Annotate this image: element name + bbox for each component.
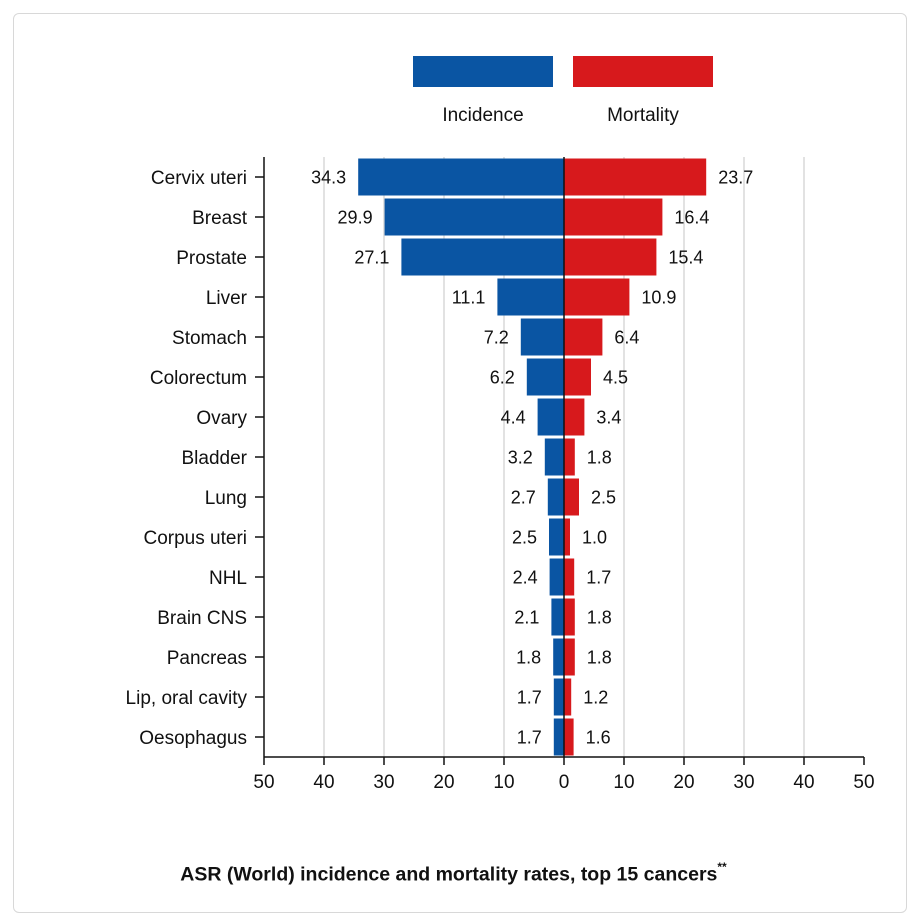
value-label-mortality: 1.2: [583, 688, 608, 708]
category-label: Ovary: [196, 408, 247, 429]
value-label-incidence: 3.2: [508, 448, 533, 468]
category-label: NHL: [209, 568, 247, 589]
category-label: Corpus uteri: [144, 528, 248, 549]
category-label: Oesophagus: [139, 728, 247, 749]
bar-mortality: [564, 638, 575, 676]
bar-incidence: [537, 398, 564, 436]
x-tick-label: 10: [493, 772, 514, 793]
value-label-mortality: 3.4: [596, 408, 621, 428]
category-label: Prostate: [176, 248, 247, 269]
x-tick-label: 50: [253, 772, 274, 793]
category-label: Lip, oral cavity: [126, 688, 248, 709]
bar-incidence: [553, 678, 564, 716]
legend-swatch-incidence: [413, 56, 553, 87]
x-tick-label: 10: [613, 772, 634, 793]
value-label-incidence: 2.7: [511, 488, 536, 508]
legend-swatch-mortality: [573, 56, 713, 87]
value-label-mortality: 1.8: [587, 608, 612, 628]
category-label: Liver: [206, 288, 248, 309]
value-label-incidence: 27.1: [354, 248, 389, 268]
bar-incidence: [549, 558, 564, 596]
bar-mortality: [564, 518, 570, 556]
x-tick-label: 30: [733, 772, 754, 793]
bar-mortality: [564, 238, 657, 276]
bar-incidence: [553, 638, 564, 676]
bar-incidence: [358, 158, 564, 196]
category-label: Bladder: [182, 448, 248, 469]
value-label-mortality: 1.7: [586, 568, 611, 588]
x-tick-label: 40: [793, 772, 814, 793]
value-label-mortality: 2.5: [591, 488, 616, 508]
value-label-mortality: 23.7: [718, 168, 753, 188]
chart-title-text: ASR (World) incidence and mortality rate…: [180, 863, 718, 886]
value-label-mortality: 1.8: [587, 648, 612, 668]
bar-mortality: [564, 598, 575, 636]
category-label: Cervix uteri: [151, 168, 247, 189]
x-tick-label: 40: [313, 772, 334, 793]
value-label-mortality: 6.4: [614, 328, 639, 348]
bar-incidence: [497, 278, 564, 316]
category-label: Pancreas: [167, 648, 247, 669]
value-label-incidence: 6.2: [490, 368, 515, 388]
bar-mortality: [564, 318, 603, 356]
category-label: Lung: [205, 488, 247, 509]
labels: 34.3 23.7 Cervix uteri 29.9 16.4 Breast 27.1 15…: [126, 168, 875, 794]
legend-label-mortality: Mortality: [607, 105, 679, 126]
value-label-mortality: 16.4: [674, 208, 709, 228]
bar-mortality: [564, 198, 663, 236]
value-label-incidence: 2.4: [513, 568, 538, 588]
category-label: Colorectum: [150, 368, 247, 389]
value-label-mortality: 1.6: [586, 728, 611, 748]
value-label-incidence: 11.1: [452, 288, 486, 308]
bar-mortality: [564, 158, 707, 196]
bar-incidence: [549, 518, 564, 556]
value-label-incidence: 2.5: [512, 528, 537, 548]
x-tick-label: 50: [853, 772, 874, 793]
value-label-incidence: 1.7: [517, 688, 542, 708]
value-label-mortality: 1.8: [587, 448, 612, 468]
axes: [255, 157, 865, 765]
bar-mortality: [564, 358, 591, 396]
bar-mortality: [564, 278, 630, 316]
category-label: Brain CNS: [157, 608, 247, 629]
x-tick-label: 30: [373, 772, 394, 793]
bar-incidence: [384, 198, 564, 236]
bar-mortality: [564, 478, 579, 516]
legend-label-incidence: Incidence: [442, 105, 523, 126]
bar-mortality: [564, 718, 574, 756]
value-label-incidence: 29.9: [338, 208, 373, 228]
value-label-mortality: 10.9: [641, 288, 676, 308]
x-tick-label: 20: [673, 772, 694, 793]
bar-incidence: [544, 438, 564, 476]
value-label-incidence: 7.2: [484, 328, 509, 348]
category-label: Stomach: [172, 328, 247, 349]
bar-mortality: [564, 398, 585, 436]
bar-incidence: [526, 358, 564, 396]
bar-mortality: [564, 558, 575, 596]
value-label-mortality: 1.0: [582, 528, 607, 548]
value-label-incidence: 2.1: [514, 608, 539, 628]
legend: Incidence Mortality: [413, 56, 713, 126]
value-label-incidence: 1.7: [517, 728, 542, 748]
value-label-incidence: 4.4: [501, 408, 526, 428]
bar-incidence: [551, 598, 564, 636]
bar-incidence: [553, 718, 564, 756]
x-tick-label: 20: [433, 772, 454, 793]
value-label-mortality: 4.5: [603, 368, 628, 388]
chart-title: ASR (World) incidence and mortality rate…: [0, 860, 907, 887]
bar-incidence: [520, 318, 564, 356]
category-label: Breast: [192, 208, 248, 229]
bar-mortality: [564, 678, 572, 716]
bars: [358, 158, 707, 756]
bar-incidence: [401, 238, 564, 276]
x-tick-label: 0: [559, 772, 570, 793]
value-label-incidence: 1.8: [516, 648, 541, 668]
bar-mortality: [564, 438, 575, 476]
value-label-mortality: 15.4: [668, 248, 703, 268]
chart-title-superscript: **: [717, 860, 727, 874]
bar-incidence: [547, 478, 564, 516]
value-label-incidence: 34.3: [311, 168, 346, 188]
